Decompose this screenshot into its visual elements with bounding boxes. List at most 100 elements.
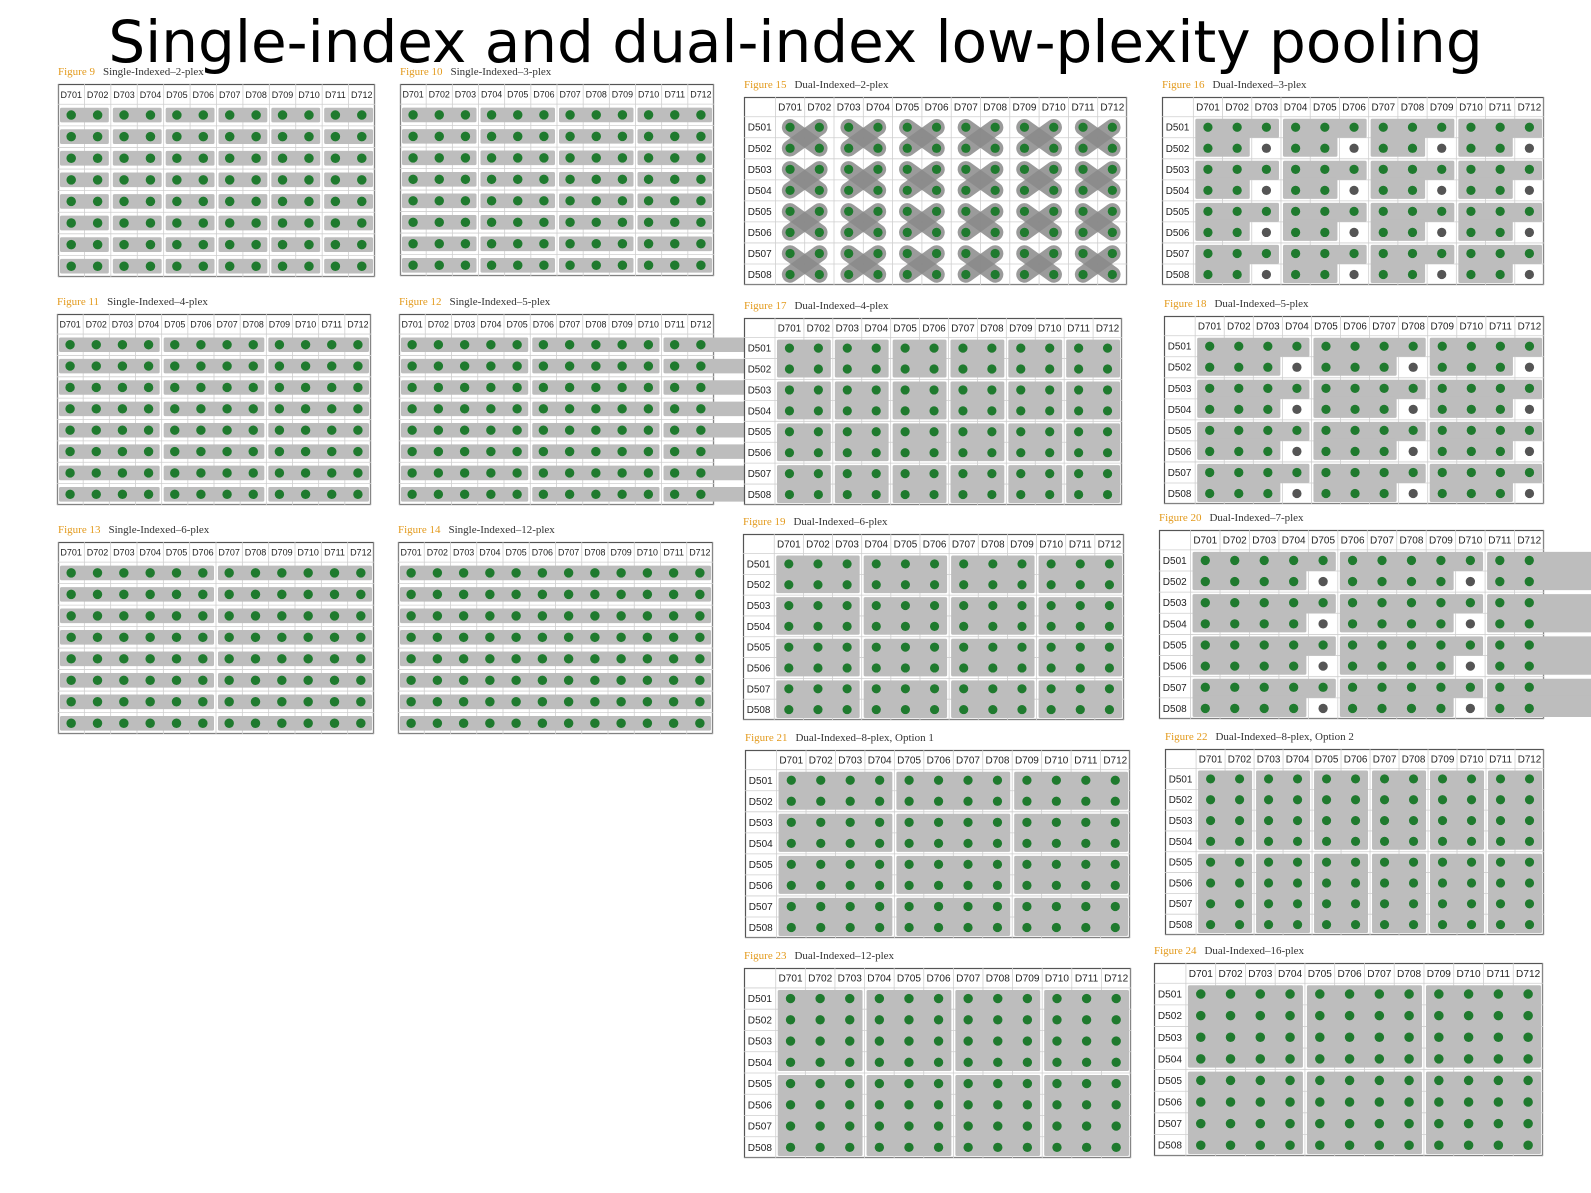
- sample-well: [119, 196, 129, 207]
- sample-well: [66, 153, 76, 163]
- column-label: D707: [954, 102, 978, 113]
- row-label: D507: [748, 469, 771, 480]
- sample-well: [1465, 682, 1476, 692]
- sample-well: [1263, 446, 1273, 457]
- figure-caption: Figure 20 Dual-Indexed–7-plex: [1159, 512, 1304, 524]
- sample-well: [845, 880, 855, 891]
- sample-well: [1203, 143, 1213, 153]
- row-label: D505: [1166, 207, 1190, 218]
- sample-well: [170, 489, 180, 500]
- sample-well: [119, 568, 129, 578]
- sample-well: [871, 364, 881, 374]
- sample-well: [1523, 989, 1533, 999]
- sample-well: [1261, 164, 1272, 174]
- sample-well: [1111, 1078, 1121, 1089]
- sample-well: [196, 361, 206, 371]
- sample-well: [591, 260, 601, 270]
- sample-well: [963, 796, 973, 806]
- sample-well: [565, 196, 575, 206]
- sample-well: [485, 718, 495, 728]
- column-label: D703: [113, 90, 135, 100]
- column-label: D706: [927, 755, 951, 766]
- sample-well: [1495, 227, 1505, 238]
- pool-region: [863, 597, 948, 635]
- sample-well: [565, 153, 575, 163]
- sample-well: [871, 621, 881, 631]
- sample-well: [696, 196, 706, 206]
- sample-well: [145, 654, 155, 664]
- sample-well: [1378, 248, 1388, 259]
- column-label: D707: [951, 323, 974, 334]
- column-label: D709: [612, 90, 633, 100]
- sample-well: [1320, 143, 1330, 153]
- sample-well: [1075, 663, 1085, 673]
- sample-well: [564, 468, 575, 478]
- sample-well: [1234, 425, 1244, 436]
- column-label: D709: [1015, 974, 1040, 985]
- column-label: D703: [453, 548, 474, 558]
- sample-well: [1466, 857, 1477, 867]
- pool-region: [776, 597, 860, 635]
- sample-well: [1200, 555, 1210, 566]
- sample-well: [845, 1100, 855, 1110]
- sample-well: [1437, 857, 1448, 867]
- sample-well: [1046, 705, 1056, 715]
- sample-well: [1437, 774, 1448, 784]
- sample-well: [1232, 143, 1242, 153]
- sample-well: [1524, 341, 1535, 351]
- sample-well: [900, 385, 910, 395]
- column-label: D704: [479, 548, 500, 558]
- sample-well: [511, 632, 521, 643]
- sample-well: [1465, 555, 1476, 566]
- sample-well: [929, 580, 940, 590]
- sample-well: [433, 468, 444, 478]
- sample-well: [1315, 1075, 1325, 1086]
- sample-well: [198, 239, 209, 250]
- plate-diagram: D701 D702 D703 D704 D705 D706 D707 D708 D709 D710…: [744, 749, 1131, 939]
- sample-well: [143, 446, 154, 457]
- plate-diagram: D701 D702 D703 D704 D705 D706 D707 D708 D709 D710…: [1164, 748, 1545, 936]
- sample-well: [1074, 343, 1084, 353]
- pool-region: [840, 203, 887, 241]
- row-label: D501: [747, 559, 771, 570]
- sample-well: [1466, 383, 1476, 393]
- column-label: D708: [981, 539, 1005, 550]
- pool-region: [776, 680, 860, 718]
- sample-well: [929, 343, 939, 353]
- sample-well: [958, 489, 968, 500]
- sample-well: [485, 568, 495, 578]
- row-label: D501: [1163, 556, 1187, 567]
- sample-well: [959, 559, 969, 569]
- sample-well: [1285, 989, 1295, 999]
- sample-well: [642, 654, 653, 664]
- sample-well: [933, 1078, 944, 1089]
- sample-well: [1495, 920, 1506, 930]
- column-label: D708: [986, 755, 1010, 766]
- sample-well: [1289, 619, 1299, 629]
- sample-well: [1379, 920, 1390, 930]
- sample-well: [1104, 705, 1115, 715]
- column-label: D703: [838, 974, 863, 985]
- sample-well: [1321, 920, 1332, 930]
- sample-well: [786, 859, 796, 870]
- sample-well: [251, 196, 261, 207]
- sample-well: [143, 382, 154, 393]
- column-label: D702: [1228, 754, 1252, 765]
- sample-well: [486, 217, 497, 228]
- sample-well: [670, 153, 680, 163]
- sample-well: [988, 663, 998, 673]
- sample-well: [1263, 795, 1274, 805]
- sample-well: [1289, 598, 1299, 608]
- sample-well: [785, 1015, 796, 1025]
- column-label: D701: [777, 539, 801, 550]
- row-label: D502: [1166, 144, 1190, 155]
- sample-well: [251, 239, 261, 250]
- pool-region: [1282, 177, 1338, 199]
- sample-well: [511, 568, 521, 578]
- sample-well: [1495, 878, 1506, 888]
- pool-region: [1197, 463, 1310, 483]
- sample-well: [511, 611, 521, 621]
- sample-well: [66, 632, 76, 643]
- sample-well: [643, 382, 654, 393]
- sample-well: [486, 468, 496, 478]
